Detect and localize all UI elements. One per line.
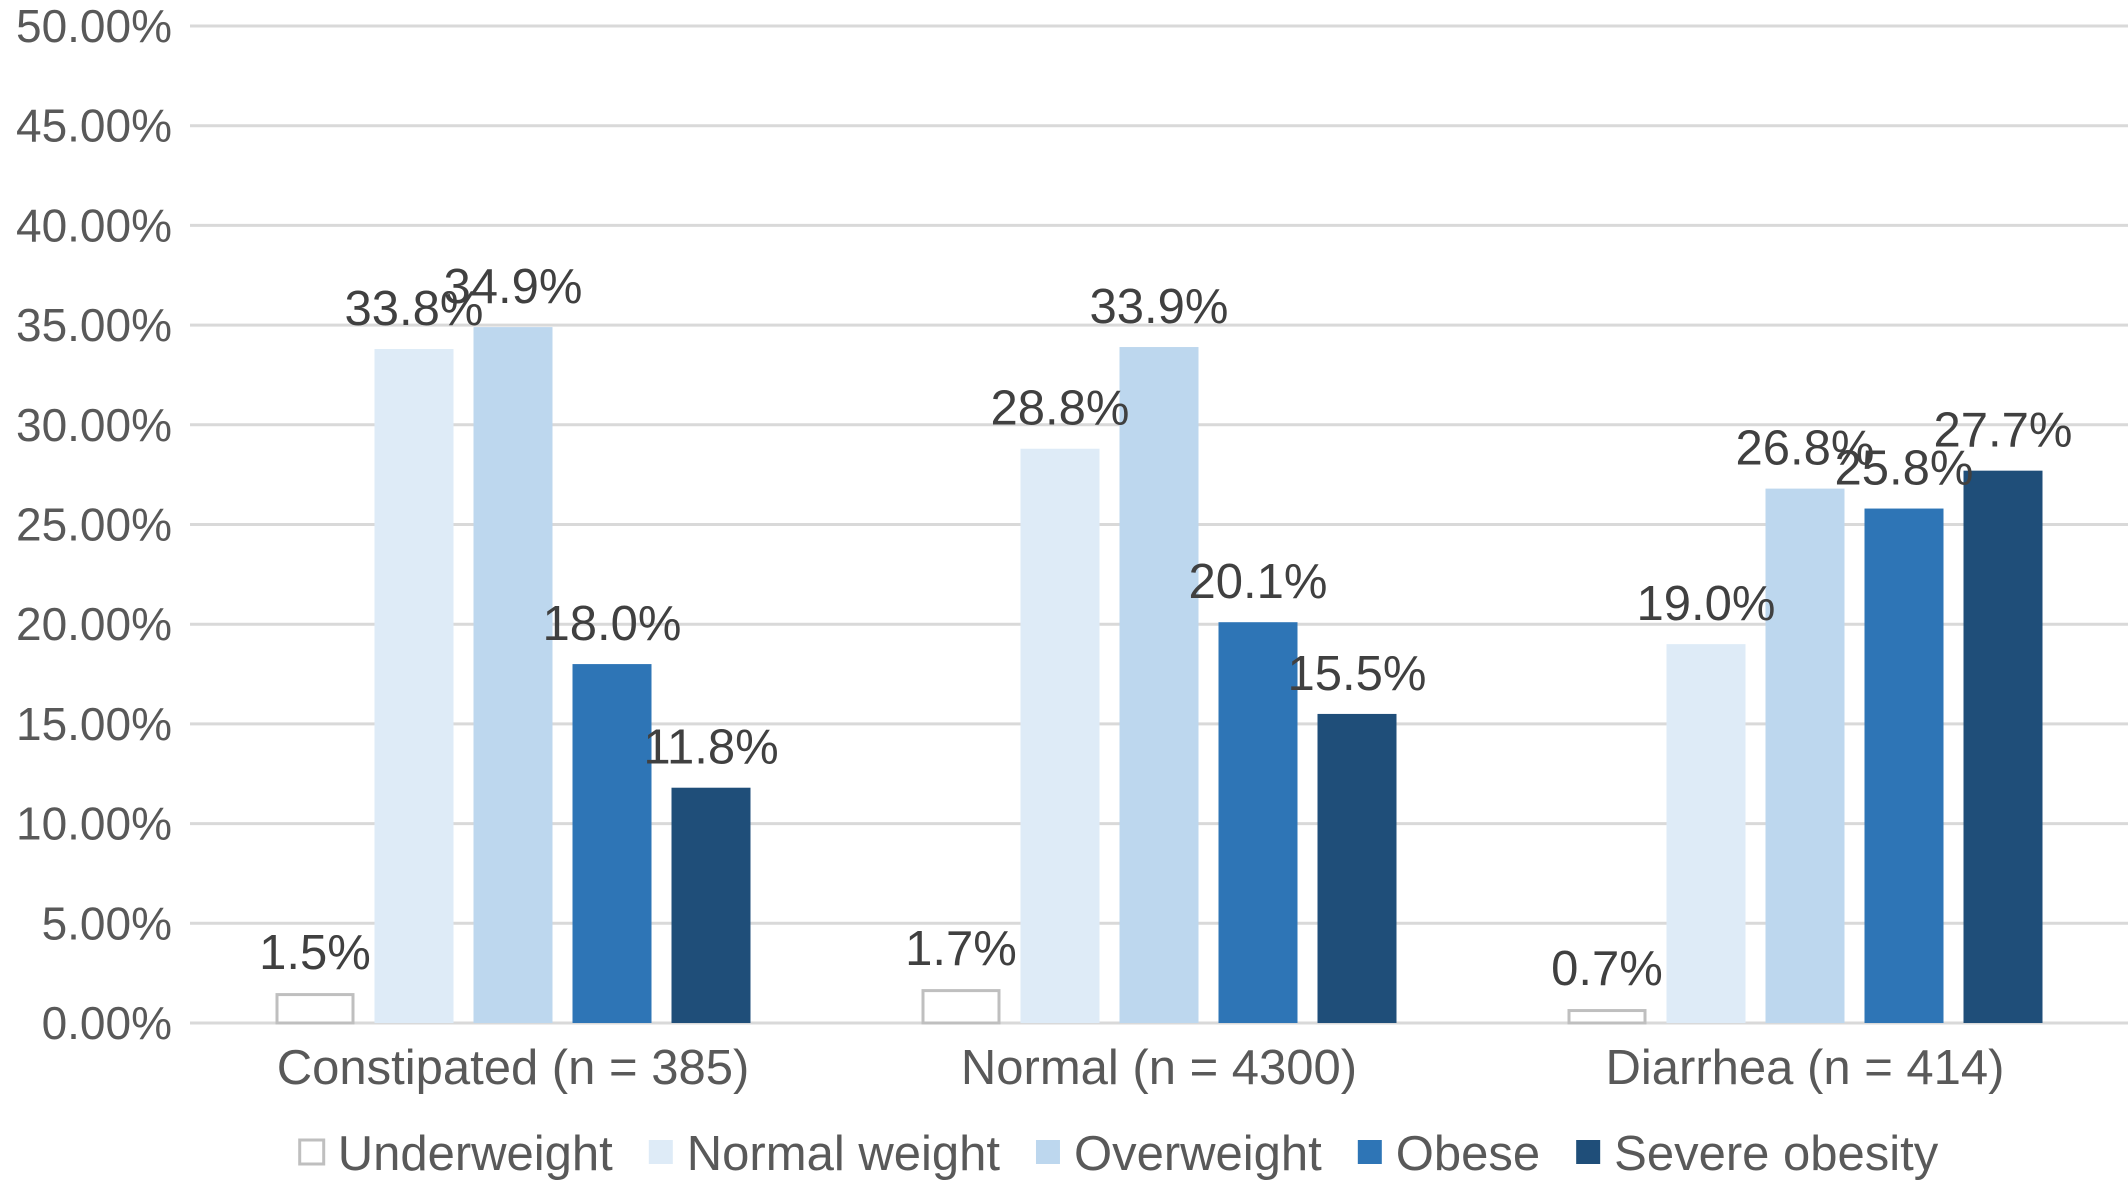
bar-obese: [1864, 508, 1944, 1024]
legend-label: Obese: [1396, 1127, 1540, 1181]
category-label: Diarrhea (n = 414): [1605, 1041, 2004, 1095]
data-label: 25.8%: [1835, 442, 1974, 496]
y-tick-label: 30.00%: [16, 399, 172, 451]
data-label: 20.1%: [1189, 555, 1328, 609]
data-label: 19.0%: [1637, 577, 1776, 631]
data-label: 28.8%: [991, 382, 1130, 436]
data-label: 33.8%: [345, 282, 484, 336]
bar-obese: [572, 664, 652, 1023]
bar-obese: [1218, 622, 1298, 1023]
legend-swatch: [648, 1140, 673, 1164]
bar-severe-obesity: [1317, 713, 1397, 1023]
y-tick-label: 40.00%: [16, 199, 172, 251]
y-tick-label: 45.00%: [16, 100, 172, 152]
category-label: Normal (n = 4300): [961, 1041, 1357, 1095]
y-tick-label: 10.00%: [16, 798, 172, 850]
data-label: 0.7%: [1551, 942, 1663, 996]
data-label: 27.7%: [1934, 404, 2073, 458]
category-label: Constipated (n = 385): [277, 1041, 750, 1095]
bar-underweight: [921, 989, 1001, 1025]
bar-overweight: [1119, 347, 1199, 1023]
bar-underweight: [1567, 1009, 1647, 1025]
bar-normal-weight: [1020, 448, 1100, 1023]
y-tick-label: 15.00%: [16, 698, 172, 750]
bar-normal-weight: [374, 349, 454, 1023]
legend-label: Underweight: [338, 1127, 613, 1181]
data-label: 1.7%: [905, 922, 1017, 976]
data-label: 18.0%: [543, 597, 682, 651]
legend-item: Underweight: [298, 1127, 613, 1181]
legend-swatch: [1035, 1140, 1060, 1164]
data-label: 33.9%: [1090, 280, 1229, 334]
data-label: 26.8%: [1736, 422, 1875, 476]
legend-swatch: [1576, 1140, 1601, 1164]
legend-swatch: [1357, 1140, 1382, 1164]
bar-normal-weight: [1666, 644, 1746, 1023]
bar-underweight: [275, 993, 355, 1025]
data-label: 11.8%: [643, 721, 778, 775]
bar-overweight: [1765, 488, 1845, 1023]
category-labels: Constipated (n = 385) Normal (n = 4300) Di…: [277, 1041, 2005, 1095]
legend-item: Obese: [1357, 1127, 1540, 1181]
y-axis-ticks: 0.00% 5.00% 10.00% 15.00% 20.00% 25.00% 30.00%…: [16, 0, 172, 1049]
legend-item: Severe obesity: [1576, 1127, 1939, 1181]
data-label: 1.5%: [259, 926, 371, 980]
bar-overweight: [473, 327, 553, 1023]
legend-label: Overweight: [1074, 1127, 1322, 1181]
legend: Underweight Normal weight Overweight Obese S…: [298, 1127, 1939, 1181]
y-tick-label: 35.00%: [16, 299, 172, 351]
data-label: 15.5%: [1288, 647, 1427, 701]
y-tick-label: 5.00%: [42, 897, 172, 949]
bars: [275, 327, 2043, 1025]
bar-severe-obesity: [671, 787, 751, 1023]
legend-item: Overweight: [1035, 1127, 1322, 1181]
data-labels: 1.5% 33.8%34.9% 18.0% 11.8% 1.7% 28.8% 33.9% 20…: [259, 260, 2072, 996]
legend-label: Normal weight: [687, 1127, 1001, 1181]
y-tick-label: 25.00%: [16, 499, 172, 551]
legend-item: Normal weight: [648, 1127, 1001, 1181]
y-tick-label: 50.00%: [16, 0, 172, 52]
y-tick-label: 20.00%: [16, 598, 172, 650]
y-tick-label: 0.00%: [42, 997, 172, 1049]
legend-label: Severe obesity: [1614, 1127, 1939, 1181]
data-label: 34.9%: [444, 260, 583, 314]
legend-swatch: [298, 1138, 326, 1166]
bar-severe-obesity: [1963, 470, 2043, 1023]
